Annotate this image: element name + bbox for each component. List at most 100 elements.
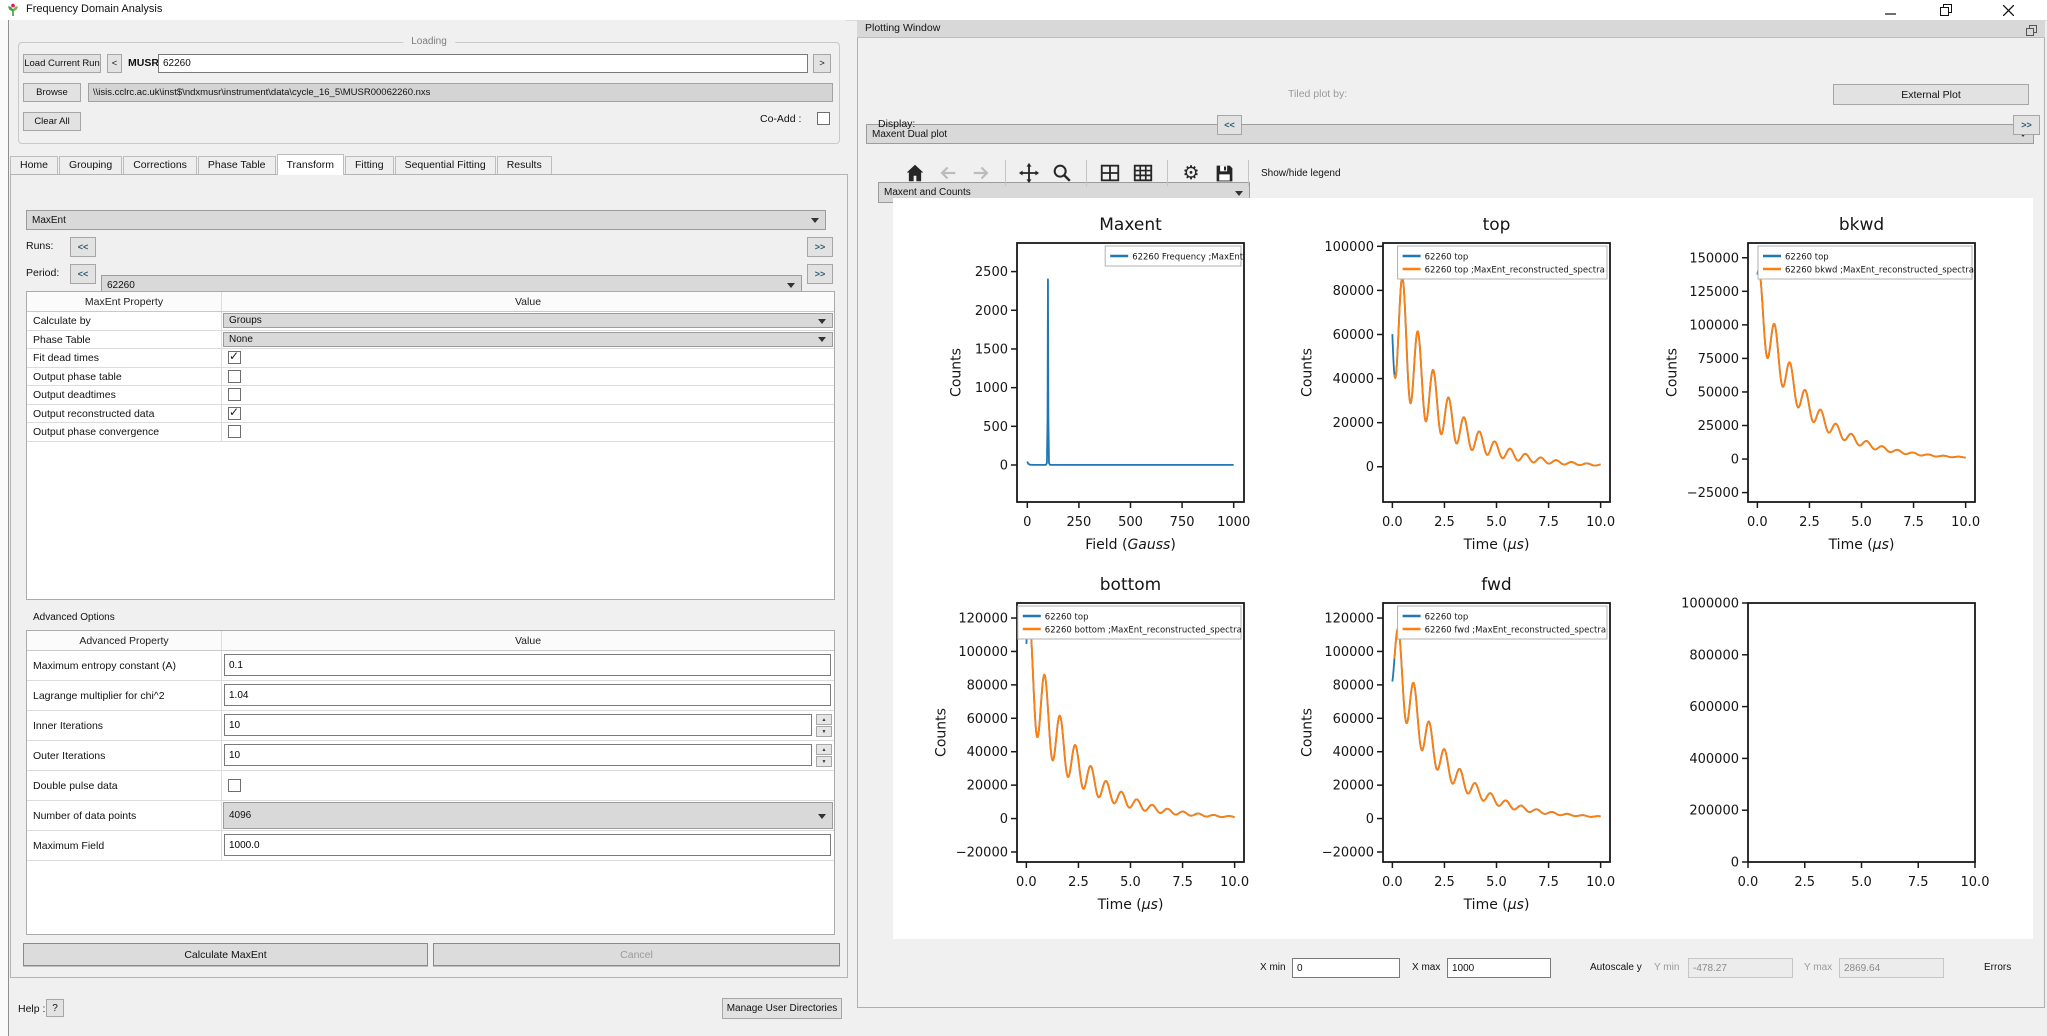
property-value-cell (221, 771, 834, 800)
svg-text:125000: 125000 (1689, 285, 1739, 300)
clear-all-button[interactable]: Clear All (23, 112, 81, 131)
file-path-field: \\isis.cclrc.ac.uk\inst$\ndxmusr\instrum… (88, 83, 833, 102)
previous-run-button[interactable]: < (107, 54, 122, 73)
subplot-config-icon[interactable] (1097, 160, 1123, 186)
value-checkbox[interactable] (228, 425, 241, 438)
home-icon[interactable] (902, 160, 928, 186)
runs-step-back-button[interactable]: << (70, 237, 96, 257)
svg-text:62260 fwd ;MaxEnt_reconstructe: 62260 fwd ;MaxEnt_reconstructed_spectra (1425, 626, 1607, 636)
table-row: Outer Iterations10▲▼ (27, 741, 834, 771)
load-current-run-button[interactable]: Load Current Run (23, 54, 101, 73)
runs-value: 62260 (107, 280, 135, 291)
tab-grouping[interactable]: Grouping (59, 156, 122, 175)
property-value-cell: 1.04 (221, 681, 834, 710)
value-input[interactable]: 1000.0 (224, 834, 831, 856)
period-step-forward-button[interactable]: >> (807, 264, 833, 284)
spin-buttons[interactable]: ▲▼ (816, 714, 832, 738)
x-max-input[interactable]: 1000 (1447, 958, 1551, 978)
dock-float-icon[interactable] (2026, 23, 2037, 41)
period-label: Period: (26, 267, 59, 279)
run-number-input[interactable]: 62260 (158, 54, 808, 73)
axes-edit-grid-icon[interactable] (1130, 160, 1156, 186)
value-input[interactable]: 1.04 (224, 684, 831, 706)
zoom-icon[interactable] (1049, 160, 1075, 186)
maxent-property-table: MaxEnt PropertyValueCalculate byGroupsPh… (26, 291, 835, 600)
table-row: Maximum Field1000.0 (27, 831, 834, 861)
tab-fitting[interactable]: Fitting (345, 156, 394, 175)
restore-button[interactable] (1929, 0, 1963, 20)
svg-text:62260 bottom ;MaxEnt_reconstru: 62260 bottom ;MaxEnt_reconstructed_spect… (1045, 626, 1242, 636)
period-step-back-button[interactable]: << (70, 264, 96, 284)
value-checkbox[interactable] (228, 388, 241, 401)
tab-sequential-fitting[interactable]: Sequential Fitting (395, 156, 496, 175)
value-combo[interactable]: 4096 (223, 802, 833, 829)
close-button[interactable] (1991, 0, 2025, 20)
subplot-bottom: −200000200004000060000800001000001200000… (893, 558, 1273, 918)
svg-text:80000: 80000 (1333, 678, 1374, 693)
value-input[interactable]: 10 (224, 744, 812, 766)
svg-text:0: 0 (1731, 453, 1739, 468)
tab-results[interactable]: Results (497, 156, 552, 175)
value-input[interactable]: 10 (224, 714, 812, 736)
runs-step-forward-button[interactable]: >> (807, 237, 833, 257)
table-row: Phase TableNone (27, 331, 834, 350)
calculate-maxent-button[interactable]: Calculate MaxEnt (23, 943, 428, 966)
svg-text:5.0: 5.0 (1486, 515, 1507, 530)
show-hide-legend-button[interactable]: Show/hide legend (1261, 168, 1341, 179)
svg-text:5.0: 5.0 (1486, 875, 1507, 890)
tab-phase-table[interactable]: Phase Table (198, 156, 276, 175)
value-checkbox[interactable] (228, 370, 241, 383)
save-icon[interactable] (1211, 160, 1237, 186)
next-run-button[interactable]: > (813, 54, 831, 73)
spin-buttons[interactable]: ▲▼ (816, 744, 832, 768)
manage-user-directories-button[interactable]: Manage User Directories (722, 998, 842, 1019)
svg-text:0: 0 (1023, 515, 1031, 530)
display-step-forward-button[interactable]: >> (2013, 115, 2040, 135)
forward-icon[interactable] (968, 160, 994, 186)
help-button[interactable]: ? (46, 999, 64, 1017)
display-step-back-button[interactable]: << (1217, 115, 1242, 135)
external-plot-button[interactable]: External Plot (1833, 84, 2029, 105)
value-checkbox[interactable] (228, 779, 241, 792)
app-icon (6, 3, 20, 17)
column-header: MaxEnt Property (27, 292, 221, 311)
browse-button[interactable]: Browse (23, 83, 81, 102)
svg-text:bottom: bottom (1100, 575, 1161, 595)
property-label: Phase Table (27, 331, 221, 349)
property-value-cell: None (221, 331, 834, 349)
plot-type-combo[interactable]: Maxent Dual plot (866, 124, 2034, 144)
gear-icon[interactable]: ⚙ (1178, 160, 1204, 186)
co-add-checkbox[interactable] (817, 112, 830, 125)
svg-text:fwd: fwd (1481, 575, 1511, 595)
svg-text:40000: 40000 (967, 745, 1008, 760)
cancel-button[interactable]: Cancel (433, 943, 840, 966)
value-combo[interactable]: Groups (223, 313, 833, 328)
back-icon[interactable] (935, 160, 961, 186)
value-checkbox[interactable] (228, 351, 241, 364)
svg-text:62260 Frequency ;MaxEnt: 62260 Frequency ;MaxEnt (1132, 253, 1244, 263)
value-combo[interactable]: None (223, 332, 833, 347)
svg-text:0: 0 (1366, 460, 1374, 475)
svg-text:bkwd: bkwd (1839, 215, 1884, 235)
value-input[interactable]: 0.1 (224, 654, 831, 676)
svg-text:0: 0 (1731, 856, 1739, 871)
svg-text:7.5: 7.5 (1538, 875, 1559, 890)
tab-corrections[interactable]: Corrections (123, 156, 197, 175)
svg-text:62260 top: 62260 top (1425, 613, 1469, 623)
minimize-button[interactable] (1873, 0, 1907, 20)
chevron-down-icon (787, 283, 795, 288)
svg-text:Time (μs): Time (μs) (1463, 897, 1530, 913)
pan-icon[interactable] (1016, 160, 1042, 186)
svg-text:62260 top: 62260 top (1045, 613, 1089, 623)
transform-method-combo[interactable]: MaxEnt (26, 210, 826, 230)
svg-text:0: 0 (1000, 812, 1008, 827)
value-checkbox[interactable] (228, 407, 241, 420)
x-min-input[interactable]: 0 (1292, 958, 1400, 978)
svg-text:Counts: Counts (1299, 708, 1315, 757)
svg-text:60000: 60000 (967, 712, 1008, 727)
tab-transform[interactable]: Transform (277, 154, 344, 175)
chevron-down-icon (818, 319, 826, 324)
advanced-options-label: Advanced Options (33, 612, 115, 623)
tab-home[interactable]: Home (10, 156, 58, 175)
window-titlebar: Frequency Domain Analysis (0, 0, 2047, 21)
